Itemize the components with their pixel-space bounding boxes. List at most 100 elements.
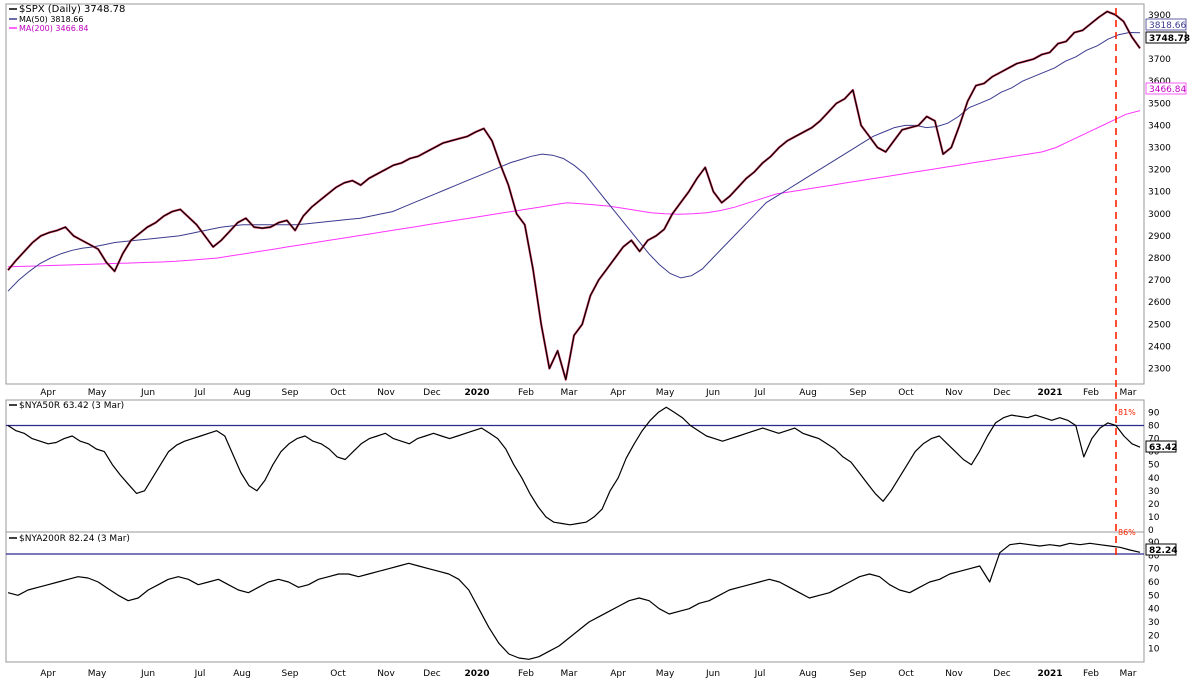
x-tick-label-bottom: Feb xyxy=(1083,669,1099,679)
x-tick-label-bottom: 2020 xyxy=(464,669,489,679)
x-tick-label-bottom: Aug xyxy=(799,669,817,679)
x-tick-label-top: Apr xyxy=(40,388,56,398)
x-tick-label-top: Jun xyxy=(140,388,155,398)
legend-ma200: MA(200) 3466.84 xyxy=(19,24,89,33)
nya50r-last-value: 63.42 xyxy=(1149,443,1177,453)
price-y-tick: 3600 xyxy=(1148,77,1171,87)
x-tick-label-bottom: Nov xyxy=(945,669,963,679)
x-tick-label-bottom: Jun xyxy=(705,669,720,679)
annotation-label-81: 81% xyxy=(1118,408,1136,417)
breadth200-y-tick: 60 xyxy=(1148,578,1160,588)
breadth50-y-tick: 80 xyxy=(1148,422,1160,432)
last-value-labels: 3818.66 3748.78 3466.84 63.42 82.24 xyxy=(1145,18,1190,556)
price-last-box xyxy=(1145,31,1187,44)
ma50-line xyxy=(7,31,1141,292)
breadth50-y-tick: 30 xyxy=(1148,487,1160,497)
x-tick-label-top: Nov xyxy=(945,388,963,398)
x-tick-label-top: Jun xyxy=(705,388,720,398)
annotation-label-86: 86% xyxy=(1118,528,1136,537)
price-last-value: 3748.78 xyxy=(1149,34,1190,44)
breadth200-y-tick: 30 xyxy=(1148,618,1160,628)
x-axis-bottom: Apr May Jun Jul Aug Sep Oct Nov Dec 2020 Feb Mar Apr… xyxy=(40,669,1137,679)
x-tick-label-top: Mar xyxy=(1120,388,1137,398)
x-tick-label-top: Oct xyxy=(898,388,914,398)
legend-ma50: MA(50) 3818.66 xyxy=(19,15,83,24)
price-y-tick: 3300 xyxy=(1148,144,1171,154)
price-y-tick: 3700 xyxy=(1148,55,1171,65)
breadth200-series-group xyxy=(6,542,1144,660)
breadth200-y-tick: 10 xyxy=(1148,645,1160,655)
x-tick-label-top: May xyxy=(88,388,107,398)
x-tick-label-top: Dec xyxy=(993,388,1010,398)
x-tick-label-top: Jul xyxy=(194,388,206,398)
breadth200-y-tick: 70 xyxy=(1148,565,1160,575)
x-tick-label-bottom: Oct xyxy=(898,669,914,679)
price-y-tick: 2700 xyxy=(1148,276,1171,286)
breadth200-y-tick: 40 xyxy=(1148,605,1160,615)
breadth50-y-tick: 70 xyxy=(1148,435,1160,445)
x-tick-label-bottom: Oct xyxy=(330,669,346,679)
nya50r-line xyxy=(7,406,1141,526)
ma50-last-box xyxy=(1145,18,1187,31)
x-tick-label-bottom: Sep xyxy=(282,669,299,679)
ma200-line xyxy=(7,110,1141,268)
price-y-tick: 2900 xyxy=(1148,232,1171,242)
breadth200-title: $NYA200R 82.24 (3 Mar) xyxy=(19,534,130,544)
breadth50-y-tick: 90 xyxy=(1148,408,1160,418)
x-tick-label-bottom: May xyxy=(656,669,675,679)
x-axis-top: Apr May Jun Jul Aug Sep Oct Nov Dec 2020 Feb Mar Apr… xyxy=(40,388,1137,398)
price-y-tick: 3100 xyxy=(1148,188,1171,198)
x-tick-label-bottom: Sep xyxy=(850,669,867,679)
x-tick-label-top: Feb xyxy=(1083,388,1099,398)
x-tick-label-bottom: Jul xyxy=(194,669,206,679)
breadth50-series-group xyxy=(6,406,1144,526)
x-tick-label-top: Nov xyxy=(377,388,395,398)
x-tick-label-top: Aug xyxy=(799,388,817,398)
x-tick-label-bottom: Jun xyxy=(140,669,155,679)
x-tick-label-bottom: Mar xyxy=(1120,669,1137,679)
price-y-tick: 2300 xyxy=(1148,365,1171,375)
price-panel-frame xyxy=(5,3,1145,385)
x-tick-label-top: May xyxy=(656,388,675,398)
price-y-tick: 3400 xyxy=(1148,121,1171,131)
breadth50-title: $NYA50R 63.42 (3 Mar) xyxy=(19,401,124,411)
price-series-group xyxy=(7,10,1141,381)
x-tick-label-top: Sep xyxy=(282,388,299,398)
price-line xyxy=(7,10,1141,381)
breadth200-panel-frame xyxy=(5,531,1145,663)
breadth200-y-tick: 80 xyxy=(1148,551,1160,561)
x-tick-label-bottom: Apr xyxy=(610,669,626,679)
x-tick-label-top: Mar xyxy=(561,388,578,398)
x-tick-label-top: Apr xyxy=(610,388,626,398)
breadth50-y-tick: 50 xyxy=(1148,461,1160,471)
breadth50-y-tick: 20 xyxy=(1148,500,1160,510)
breadth200-y-tick: 90 xyxy=(1148,538,1160,548)
x-tick-label-bottom: Mar xyxy=(561,669,578,679)
breadth50-y-tick: 10 xyxy=(1148,513,1160,523)
breadth200-y-tick: 50 xyxy=(1148,591,1160,601)
nya50r-last-box xyxy=(1145,440,1177,453)
ma50-last-value: 3818.66 xyxy=(1149,21,1186,31)
x-tick-label-bottom: Nov xyxy=(377,669,395,679)
x-tick-label-bottom: Jul xyxy=(754,669,766,679)
x-tick-label-bottom: Feb xyxy=(518,669,534,679)
x-tick-label-top: Feb xyxy=(518,388,534,398)
breadth200-legend: $NYA200R 82.24 (3 Mar) xyxy=(9,534,130,544)
breadth50-legend: $NYA50R 63.42 (3 Mar) xyxy=(9,401,124,411)
price-y-tick: 3200 xyxy=(1148,166,1171,176)
x-tick-label-bottom: May xyxy=(88,669,107,679)
ma200-last-box xyxy=(1145,82,1187,95)
nya200r-last-value: 82.24 xyxy=(1149,546,1177,556)
x-tick-label-top: 2020 xyxy=(464,388,489,398)
price-y-tick: 3900 xyxy=(1148,11,1171,21)
price-y-tick: 2800 xyxy=(1148,254,1171,264)
x-tick-label-bottom: Apr xyxy=(40,669,56,679)
breadth50-y-axis: 0 10 20 30 40 50 60 70 80 90 xyxy=(1148,408,1160,536)
price-legend: $SPX (Daily) 3748.78 MA(50) 3818.66 MA(2… xyxy=(9,4,125,33)
price-title: $SPX (Daily) 3748.78 xyxy=(19,4,125,15)
x-tick-label-bottom: 2021 xyxy=(1037,669,1062,679)
price-y-tick: 3500 xyxy=(1148,99,1171,109)
